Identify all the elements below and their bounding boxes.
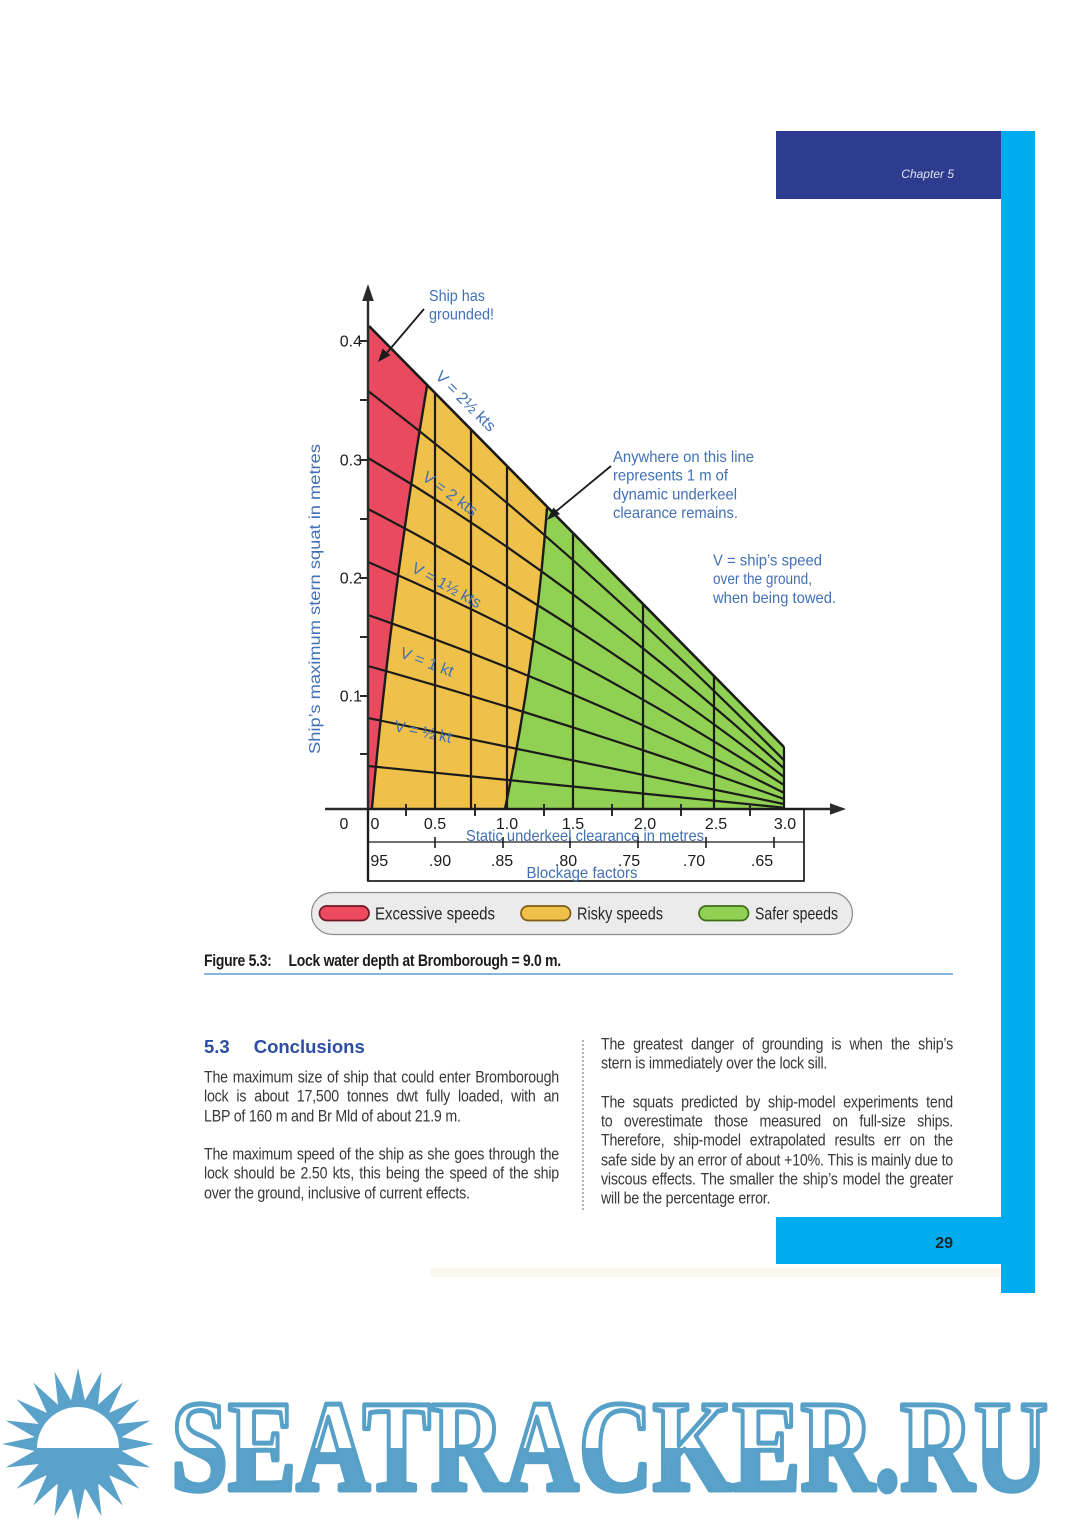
svg-text:represents 1 m of: represents 1 m of xyxy=(613,468,729,485)
svg-text:0.5: 0.5 xyxy=(424,816,446,833)
svg-text:Ship has: Ship has xyxy=(429,288,485,305)
svg-text:Risky speeds: Risky speeds xyxy=(577,904,663,924)
svg-text:.90: .90 xyxy=(429,853,451,870)
svg-text:Safer speeds: Safer speeds xyxy=(755,904,838,924)
svg-text:0: 0 xyxy=(340,816,349,833)
svg-text:Static underkeel clearance in: Static underkeel clearance in metres xyxy=(466,828,704,845)
svg-text:0.1: 0.1 xyxy=(340,689,362,706)
svg-text:Ship’s maximum stern squat in: Ship’s maximum stern squat in metres xyxy=(307,444,324,754)
svg-text:3.0: 3.0 xyxy=(774,816,796,833)
svg-text:clearance remains.: clearance remains. xyxy=(613,505,738,522)
svg-text:2.5: 2.5 xyxy=(705,816,727,833)
svg-text:.75: .75 xyxy=(618,853,640,870)
svg-text:0.3: 0.3 xyxy=(340,453,362,470)
svg-text:.80: .80 xyxy=(555,853,577,870)
svg-text:Blockage factors: Blockage factors xyxy=(527,865,638,882)
svg-text:.70: .70 xyxy=(683,853,705,870)
svg-text:0.4: 0.4 xyxy=(340,334,362,351)
svg-text:V = ship’s speed: V = ship’s speed xyxy=(713,553,822,570)
svg-text:grounded!: grounded! xyxy=(429,307,494,324)
svg-text:.95: .95 xyxy=(366,853,388,870)
svg-text:1.5: 1.5 xyxy=(562,816,584,833)
svg-text:Excessive speeds: Excessive speeds xyxy=(375,904,495,924)
svg-text:.85: .85 xyxy=(491,853,513,870)
svg-text:SEATRACKER.RU: SEATRACKER.RU xyxy=(171,1375,1048,1519)
svg-text:when being towed.: when being towed. xyxy=(712,590,836,607)
svg-text:.65: .65 xyxy=(751,853,773,870)
svg-text:dynamic underkeel: dynamic underkeel xyxy=(613,486,737,503)
svg-text:0: 0 xyxy=(371,816,380,833)
svg-text:1.0: 1.0 xyxy=(496,816,518,833)
svg-text:Anywhere on this line: Anywhere on this line xyxy=(613,449,754,466)
svg-text:over the ground,: over the ground, xyxy=(713,571,812,588)
svg-text:2.0: 2.0 xyxy=(634,816,656,833)
svg-text:0.2: 0.2 xyxy=(340,571,362,588)
